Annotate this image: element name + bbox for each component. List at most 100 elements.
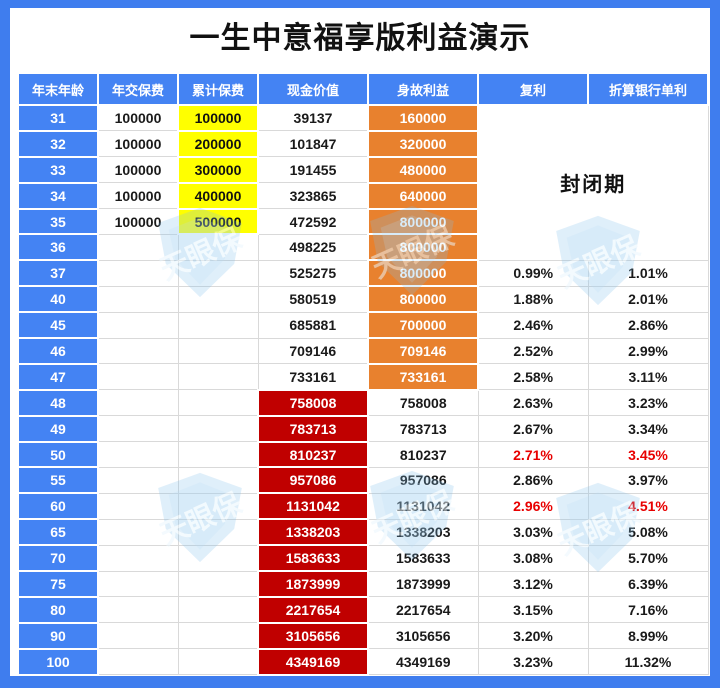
cell-cumulative — [177, 337, 259, 365]
table-row: 33 100000 300000 191455 480000 — [17, 155, 708, 184]
cell-compound-rate: 2.67% — [477, 415, 589, 443]
cell-premium — [97, 441, 179, 468]
cell-cumulative — [177, 389, 259, 417]
cell-cumulative: 500000 — [177, 207, 259, 236]
cell-death: 758008 — [367, 389, 479, 417]
cell-cash: 957086 — [257, 466, 369, 495]
table-row: 80 2217654 2217654 3.15% 7.16% — [17, 595, 709, 624]
cell-premium — [97, 648, 179, 676]
cell-cash: 498225 — [257, 233, 369, 261]
cell-compound-rate: 1.88% — [477, 285, 589, 313]
cell-simple-rate: 1.01% — [587, 259, 709, 287]
cell-death: 320000 — [367, 129, 479, 158]
cell-cash: 783713 — [257, 414, 369, 443]
cell-simple-rate: 6.39% — [587, 570, 709, 598]
cell-premium — [97, 622, 179, 650]
table-body: 31 100000 100000 39137 160000 封闭期 32 100000 2000… — [17, 104, 709, 676]
cell-age: 31 — [17, 104, 99, 132]
cell-age: 36 — [17, 233, 99, 262]
table-row: 60 1131042 1131042 2.96% 4.51% — [17, 492, 709, 521]
cell-cumulative — [177, 648, 259, 676]
cell-age: 60 — [17, 492, 99, 521]
benefit-table: 年末年龄 年交保费 累计保费 现金价值 身故利益 复利 折算银行单利 31 100000 100… — [17, 72, 709, 676]
cell-cash: 758008 — [257, 388, 369, 417]
cell-cumulative — [177, 441, 259, 468]
table-header-row: 年末年龄 年交保费 累计保费 现金价值 身故利益 复利 折算银行单利 — [17, 72, 709, 106]
cell-cash: 1338203 — [257, 518, 369, 547]
cell-cash: 1873999 — [257, 570, 369, 598]
cell-premium: 100000 — [97, 208, 179, 235]
cell-cash: 810237 — [257, 440, 369, 469]
closed-period-cell: 封闭期 — [477, 104, 709, 261]
cell-cumulative: 200000 — [177, 129, 259, 158]
cell-age: 46 — [17, 337, 99, 365]
cell-simple-rate: 3.45% — [587, 441, 709, 468]
cell-premium: 100000 — [97, 182, 179, 210]
cell-cash: 3105656 — [257, 621, 369, 650]
cell-compound-rate: 3.15% — [477, 596, 589, 624]
table-row: 47 733161 733161 2.58% 3.11% — [17, 362, 709, 391]
cell-cumulative — [177, 259, 259, 287]
table-row: 50 810237 810237 2.71% 3.45% — [17, 440, 709, 469]
cell-death: 733161 — [367, 362, 479, 391]
cell-compound-rate: 2.86% — [477, 466, 589, 494]
cell-simple-rate: 2.86% — [587, 311, 709, 339]
cell-cumulative — [177, 544, 259, 572]
table-row: 90 3105656 3105656 3.20% 8.99% — [17, 621, 709, 650]
cell-death: 1583633 — [367, 544, 479, 572]
cell-death: 700000 — [367, 311, 479, 340]
cell-death: 709146 — [367, 337, 479, 365]
cell-age: 33 — [17, 155, 99, 184]
cell-compound-rate: 2.52% — [477, 337, 589, 365]
col-header-cumulative: 累计保费 — [177, 72, 259, 106]
cell-cumulative — [177, 285, 259, 313]
cell-age: 37 — [17, 259, 99, 288]
cell-cumulative — [177, 466, 259, 494]
cell-cash: 191455 — [257, 156, 369, 184]
cell-premium — [97, 492, 179, 520]
table-row: 34 100000 400000 323865 640000 — [17, 181, 708, 210]
cell-age: 49 — [17, 414, 99, 443]
cell-cash: 472592 — [257, 208, 369, 235]
table-row: 36 498225 800000 — [17, 233, 708, 262]
cell-compound-rate: 2.58% — [477, 363, 589, 391]
cell-simple-rate: 3.11% — [587, 363, 709, 391]
cell-death: 160000 — [367, 104, 479, 132]
cell-death: 1873999 — [367, 570, 479, 598]
cell-cumulative — [177, 570, 259, 598]
cell-simple-rate: 3.23% — [587, 389, 709, 417]
cell-premium — [97, 544, 179, 572]
cell-cumulative — [177, 622, 259, 650]
cell-cash: 580519 — [257, 285, 369, 313]
cell-compound-rate: 0.99% — [477, 259, 589, 287]
cell-age: 65 — [17, 518, 99, 547]
cell-cumulative — [177, 363, 259, 391]
table-row: 75 1873999 1873999 3.12% 6.39% — [17, 570, 709, 598]
cell-compound-rate: 3.23% — [477, 648, 589, 676]
cell-cash: 1583633 — [257, 544, 369, 573]
col-header-simple: 折算银行单利 — [587, 72, 709, 106]
cell-premium — [97, 233, 179, 261]
cell-age: 47 — [17, 362, 99, 391]
cell-death: 800000 — [367, 259, 479, 288]
cell-cumulative — [177, 233, 259, 261]
cell-cumulative — [177, 596, 259, 624]
cell-age: 40 — [17, 285, 99, 314]
cell-cumulative: 400000 — [177, 181, 259, 210]
cell-premium — [97, 415, 179, 443]
cell-cumulative — [177, 415, 259, 443]
cell-cash: 39137 — [257, 104, 369, 132]
cell-premium: 100000 — [97, 156, 179, 184]
table-row: 31 100000 100000 39137 160000 封闭期 — [17, 104, 709, 261]
cell-compound-rate: 2.63% — [477, 389, 589, 417]
col-header-compound: 复利 — [477, 72, 589, 106]
cell-premium — [97, 389, 179, 417]
cell-cash: 733161 — [257, 363, 369, 391]
cell-cumulative — [177, 492, 259, 520]
cell-cumulative — [177, 311, 259, 339]
table-row: 35 100000 500000 472592 800000 — [17, 207, 708, 236]
cell-death: 1338203 — [367, 518, 479, 546]
cell-cash: 4349169 — [257, 647, 369, 676]
cell-simple-rate: 2.99% — [587, 337, 709, 365]
table-row: 49 783713 783713 2.67% 3.34% — [17, 414, 709, 443]
